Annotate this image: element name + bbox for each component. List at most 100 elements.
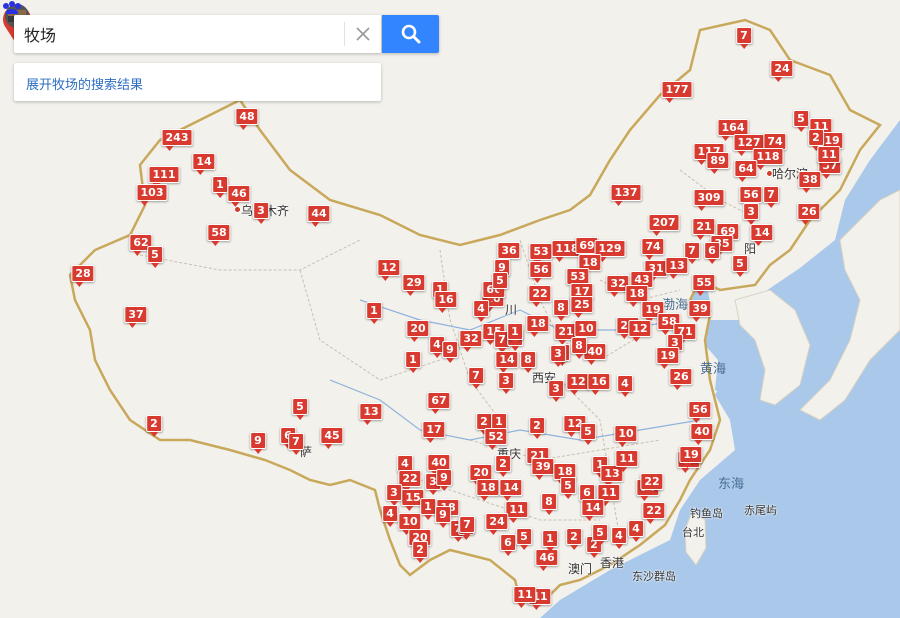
result-marker[interactable]: 2	[146, 415, 162, 437]
result-marker[interactable]: 56	[739, 186, 763, 208]
result-marker[interactable]: 3	[743, 203, 759, 225]
result-marker[interactable]: 22	[642, 502, 666, 524]
result-marker[interactable]: 137	[610, 184, 642, 206]
result-marker[interactable]: 4	[628, 520, 644, 542]
result-marker[interactable]: 7	[459, 516, 475, 538]
result-marker[interactable]: 5	[580, 423, 596, 445]
result-marker[interactable]: 7	[736, 27, 752, 49]
result-marker[interactable]: 127	[733, 134, 765, 156]
result-marker[interactable]: 40	[690, 423, 714, 445]
result-marker[interactable]: 13	[665, 257, 689, 279]
result-marker[interactable]: 36	[497, 242, 521, 264]
result-marker[interactable]: 6	[704, 242, 720, 264]
result-marker[interactable]: 4	[617, 375, 633, 397]
result-marker[interactable]: 39	[688, 300, 712, 322]
result-marker[interactable]: 10	[574, 320, 598, 342]
result-marker[interactable]: 45	[320, 427, 344, 449]
result-marker[interactable]: 3	[498, 372, 514, 394]
result-marker[interactable]: 2	[529, 417, 545, 439]
result-marker[interactable]: 32	[459, 330, 483, 352]
result-marker[interactable]: 5	[292, 398, 308, 420]
result-marker[interactable]: 177	[661, 81, 693, 103]
result-marker[interactable]: 22	[398, 470, 422, 492]
result-marker[interactable]: 13	[600, 465, 624, 487]
result-marker[interactable]: 32	[606, 275, 630, 297]
result-marker[interactable]: 15	[401, 489, 425, 511]
result-marker[interactable]: 2	[566, 528, 582, 550]
result-marker[interactable]: 1	[366, 302, 382, 324]
result-marker[interactable]: 52	[484, 428, 508, 450]
result-marker[interactable]: 10	[398, 513, 422, 535]
expand-results-link[interactable]: 展开牧场的搜索结果	[26, 78, 144, 93]
result-marker[interactable]: 9	[442, 341, 458, 363]
result-marker[interactable]: 12	[628, 320, 652, 342]
result-marker[interactable]: 8	[553, 299, 569, 321]
result-marker[interactable]: 7	[468, 367, 484, 389]
result-marker[interactable]: 12	[377, 259, 401, 281]
result-marker[interactable]: 5	[592, 524, 608, 546]
search-button[interactable]	[382, 15, 439, 53]
result-marker[interactable]: 2	[495, 455, 511, 477]
result-marker[interactable]: 18	[625, 285, 649, 307]
result-marker[interactable]: 5	[147, 246, 163, 268]
result-marker[interactable]: 46	[227, 185, 251, 207]
result-marker[interactable]: 5	[732, 255, 748, 277]
result-marker[interactable]: 207	[648, 214, 680, 236]
result-marker[interactable]: 22	[640, 473, 664, 495]
result-marker[interactable]: 19	[656, 347, 680, 369]
result-marker[interactable]: 5	[516, 528, 532, 550]
result-marker[interactable]: 9	[436, 469, 452, 491]
result-marker[interactable]: 6	[500, 534, 516, 556]
result-marker[interactable]: 243	[161, 129, 193, 151]
result-marker[interactable]: 5	[793, 110, 809, 132]
result-marker[interactable]: 7	[684, 242, 700, 264]
clear-search-button[interactable]	[344, 22, 381, 46]
result-marker[interactable]: 18	[526, 315, 550, 337]
result-marker[interactable]: 39	[531, 458, 555, 480]
result-marker[interactable]: 11	[597, 484, 621, 506]
result-marker[interactable]: 1	[542, 530, 558, 552]
result-marker[interactable]: 11	[817, 146, 841, 168]
result-marker[interactable]: 11	[513, 586, 537, 608]
result-marker[interactable]: 14	[581, 499, 605, 521]
result-marker[interactable]: 89	[706, 152, 730, 174]
result-marker[interactable]: 16	[587, 373, 611, 395]
result-marker[interactable]: 18	[578, 254, 602, 276]
result-marker[interactable]: 24	[485, 513, 509, 535]
result-marker[interactable]: 1	[507, 323, 523, 345]
result-marker[interactable]: 8	[541, 493, 557, 515]
result-marker[interactable]: 7	[288, 433, 304, 455]
result-marker[interactable]: 309	[693, 189, 725, 211]
result-marker[interactable]: 55	[692, 274, 716, 296]
result-marker[interactable]: 164	[717, 119, 749, 141]
result-marker[interactable]: 17	[422, 421, 446, 443]
result-marker[interactable]: 22	[528, 285, 552, 307]
result-marker[interactable]: 44	[307, 205, 331, 227]
result-marker[interactable]: 29	[402, 274, 426, 296]
result-marker[interactable]: 12	[566, 373, 590, 395]
result-marker[interactable]: 14	[192, 153, 216, 175]
result-marker[interactable]: 4	[473, 300, 489, 322]
result-marker[interactable]: 3	[386, 484, 402, 506]
result-marker[interactable]: 37	[124, 306, 148, 328]
result-marker[interactable]: 19	[679, 446, 703, 468]
result-marker[interactable]: 1	[405, 351, 421, 373]
result-marker[interactable]: 118	[752, 148, 784, 170]
result-marker[interactable]: 14	[499, 479, 523, 501]
result-marker[interactable]: 74	[641, 238, 665, 260]
result-marker[interactable]: 1	[212, 176, 228, 198]
result-marker[interactable]: 21	[554, 323, 578, 345]
result-marker[interactable]: 28	[71, 265, 95, 287]
result-marker[interactable]: 111	[148, 166, 180, 188]
result-marker[interactable]: 11	[505, 501, 529, 523]
result-marker[interactable]: 9	[435, 506, 451, 528]
result-marker[interactable]: 2	[412, 541, 428, 563]
result-marker[interactable]: 5	[560, 477, 576, 499]
result-marker[interactable]: 25	[570, 296, 594, 318]
result-marker[interactable]: 4	[382, 505, 398, 527]
result-marker[interactable]: 18	[476, 479, 500, 501]
result-marker[interactable]: 21	[692, 218, 716, 240]
result-marker[interactable]: 3	[253, 202, 269, 224]
result-marker[interactable]: 24	[770, 60, 794, 82]
